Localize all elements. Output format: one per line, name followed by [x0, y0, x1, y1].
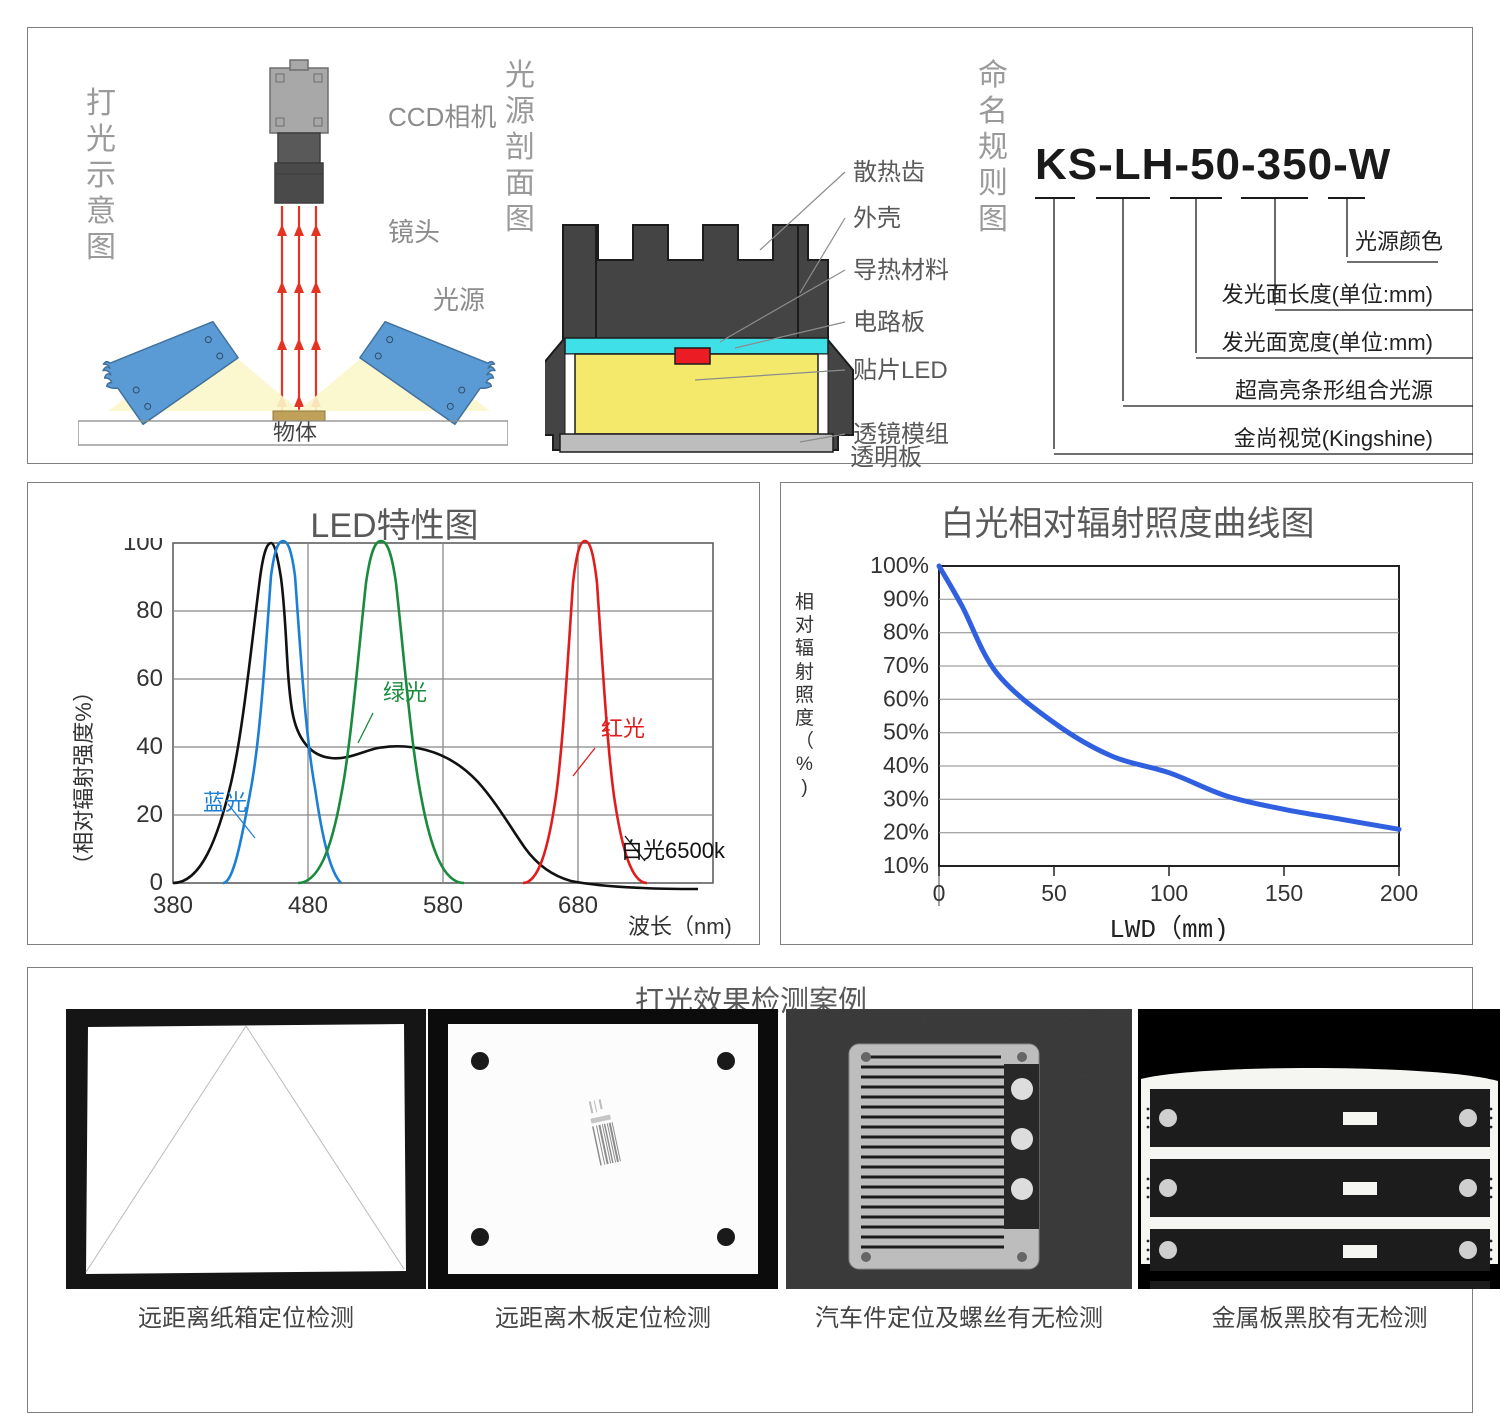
svg-text:外壳: 外壳: [853, 205, 901, 232]
svg-text:物体: 物体: [273, 420, 317, 445]
svg-text:40: 40: [136, 733, 163, 760]
svg-text:60: 60: [136, 665, 163, 692]
svg-text:LWD（mm): LWD（mm): [1109, 915, 1229, 941]
svg-text:（相对辐射强度%）: （相对辐射强度%）: [73, 680, 96, 876]
svg-text:镜头: 镜头: [388, 217, 440, 247]
svg-text:380: 380: [153, 892, 193, 919]
svg-text:导热材料: 导热材料: [853, 257, 949, 284]
svg-text:580: 580: [423, 892, 463, 919]
svg-text:CCD相机: CCD相机: [388, 102, 496, 132]
svg-text:波长（nm): 波长（nm): [628, 914, 732, 939]
svg-text:480: 480: [288, 892, 328, 919]
svg-text:60%: 60%: [883, 685, 929, 711]
svg-text:红光: 红光: [601, 716, 645, 741]
svg-text:20: 20: [136, 801, 163, 828]
svg-text:0: 0: [933, 880, 946, 906]
svg-text:50: 50: [1041, 880, 1067, 906]
svg-text:50%: 50%: [883, 719, 929, 745]
svg-text:150: 150: [1265, 880, 1303, 906]
svg-text:40%: 40%: [883, 752, 929, 778]
svg-text:散热齿: 散热齿: [853, 159, 925, 186]
svg-text:680: 680: [558, 892, 598, 919]
svg-text:蓝光: 蓝光: [203, 790, 247, 815]
svg-text:绿光: 绿光: [383, 680, 427, 705]
svg-text:100%: 100%: [870, 552, 929, 578]
svg-text:80%: 80%: [883, 619, 929, 645]
svg-text:20%: 20%: [883, 819, 929, 845]
svg-text:10%: 10%: [883, 852, 929, 878]
svg-text:70%: 70%: [883, 652, 929, 678]
svg-text:电路板: 电路板: [853, 309, 925, 336]
svg-text:30%: 30%: [883, 785, 929, 811]
svg-text:200: 200: [1380, 880, 1418, 906]
svg-text:贴片LED: 贴片LED: [853, 357, 948, 384]
svg-text:100: 100: [123, 538, 163, 556]
svg-text:90%: 90%: [883, 585, 929, 611]
svg-text:100: 100: [1150, 880, 1188, 906]
svg-text:光源: 光源: [433, 285, 485, 315]
svg-text:80: 80: [136, 597, 163, 624]
